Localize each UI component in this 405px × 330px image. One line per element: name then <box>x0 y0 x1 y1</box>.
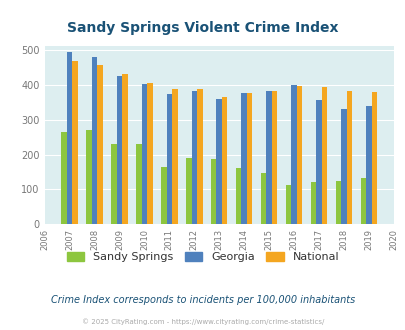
Text: Crime Index corresponds to incidents per 100,000 inhabitants: Crime Index corresponds to incidents per… <box>51 295 354 305</box>
Text: Sandy Springs Violent Crime Index: Sandy Springs Violent Crime Index <box>67 21 338 35</box>
Bar <box>211 159 216 224</box>
Bar <box>296 86 302 224</box>
Bar <box>161 167 166 224</box>
Bar <box>122 74 128 224</box>
Bar <box>136 144 141 224</box>
Bar <box>72 61 78 224</box>
Text: © 2025 CityRating.com - https://www.cityrating.com/crime-statistics/: © 2025 CityRating.com - https://www.city… <box>82 318 323 325</box>
Bar <box>291 84 296 224</box>
Bar <box>241 93 246 224</box>
Bar <box>371 92 376 224</box>
Bar <box>246 93 252 224</box>
Bar <box>172 89 177 224</box>
Bar <box>346 91 351 224</box>
Bar <box>61 132 67 224</box>
Bar <box>67 52 72 224</box>
Bar <box>111 144 117 224</box>
Bar <box>271 90 277 224</box>
Bar <box>266 91 271 224</box>
Bar <box>310 182 315 224</box>
Bar <box>222 97 227 224</box>
Bar <box>365 106 371 224</box>
Bar <box>321 87 326 224</box>
Bar <box>92 57 97 224</box>
Bar <box>340 110 346 224</box>
Bar <box>117 76 122 224</box>
Bar <box>147 83 152 224</box>
Bar <box>360 178 365 224</box>
Bar <box>216 99 222 224</box>
Bar <box>235 169 241 224</box>
Bar <box>166 94 172 224</box>
Bar <box>191 91 196 224</box>
Bar <box>97 65 102 224</box>
Bar <box>196 89 202 224</box>
Bar <box>285 185 291 224</box>
Bar <box>141 84 147 224</box>
Bar <box>185 158 191 224</box>
Bar <box>315 100 321 224</box>
Bar <box>86 130 92 224</box>
Bar <box>260 173 266 224</box>
Legend: Sandy Springs, Georgia, National: Sandy Springs, Georgia, National <box>62 248 343 267</box>
Bar <box>335 181 340 224</box>
